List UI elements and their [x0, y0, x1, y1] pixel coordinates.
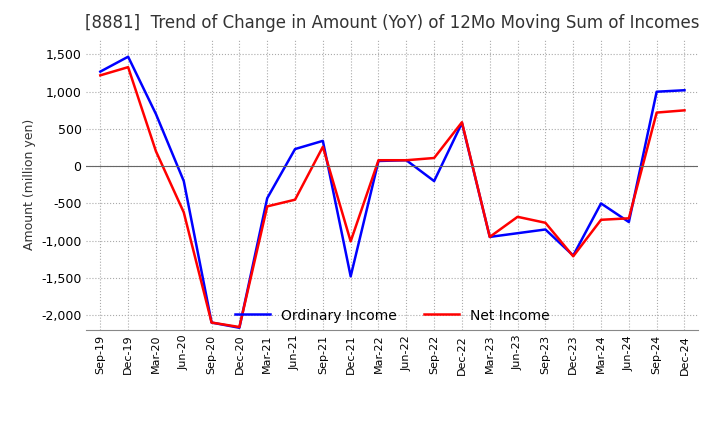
- Ordinary Income: [569, 253, 577, 258]
- Ordinary Income: [152, 111, 161, 117]
- Y-axis label: Amount (million yen): Amount (million yen): [22, 119, 35, 250]
- Net Income: [374, 158, 383, 163]
- Net Income: [485, 234, 494, 239]
- Net Income: [346, 239, 355, 244]
- Net Income: [179, 210, 188, 215]
- Ordinary Income: [291, 147, 300, 152]
- Net Income: [597, 217, 606, 223]
- Ordinary Income: [597, 201, 606, 206]
- Ordinary Income: [207, 320, 216, 325]
- Net Income: [291, 197, 300, 202]
- Ordinary Income: [235, 325, 243, 330]
- Net Income: [402, 158, 410, 163]
- Title: [8881]  Trend of Change in Amount (YoY) of 12Mo Moving Sum of Incomes: [8881] Trend of Change in Amount (YoY) o…: [85, 15, 700, 33]
- Net Income: [458, 120, 467, 125]
- Ordinary Income: [96, 69, 104, 74]
- Line: Ordinary Income: Ordinary Income: [100, 57, 685, 328]
- Net Income: [430, 155, 438, 161]
- Ordinary Income: [179, 179, 188, 184]
- Net Income: [318, 144, 327, 150]
- Net Income: [207, 320, 216, 325]
- Net Income: [235, 324, 243, 330]
- Ordinary Income: [513, 231, 522, 236]
- Ordinary Income: [263, 195, 271, 201]
- Ordinary Income: [624, 220, 633, 225]
- Ordinary Income: [124, 54, 132, 59]
- Net Income: [624, 216, 633, 221]
- Net Income: [652, 110, 661, 115]
- Line: Net Income: Net Income: [100, 67, 685, 327]
- Ordinary Income: [318, 138, 327, 143]
- Ordinary Income: [680, 88, 689, 93]
- Ordinary Income: [402, 158, 410, 163]
- Ordinary Income: [430, 179, 438, 184]
- Net Income: [152, 149, 161, 154]
- Legend: Ordinary Income, Net Income: Ordinary Income, Net Income: [230, 303, 555, 329]
- Ordinary Income: [541, 227, 550, 232]
- Net Income: [513, 214, 522, 220]
- Net Income: [569, 253, 577, 259]
- Net Income: [124, 65, 132, 70]
- Net Income: [96, 73, 104, 78]
- Ordinary Income: [458, 121, 467, 126]
- Ordinary Income: [485, 234, 494, 239]
- Net Income: [541, 220, 550, 225]
- Ordinary Income: [374, 158, 383, 164]
- Ordinary Income: [652, 89, 661, 94]
- Ordinary Income: [346, 274, 355, 279]
- Net Income: [680, 108, 689, 113]
- Net Income: [263, 204, 271, 209]
